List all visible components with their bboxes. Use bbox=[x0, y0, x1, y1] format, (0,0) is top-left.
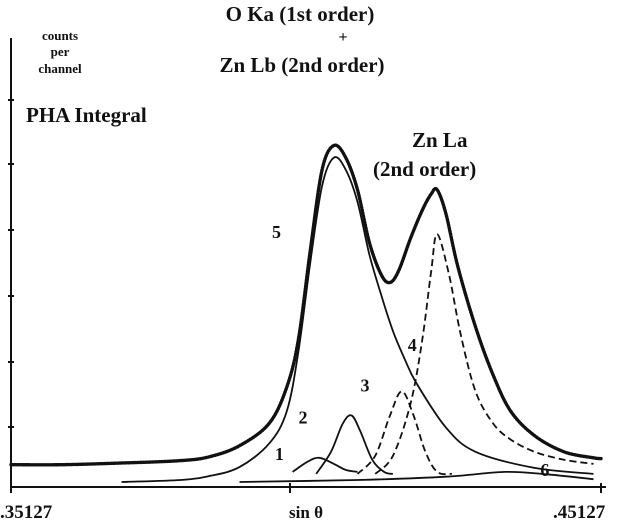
peak-3-line bbox=[356, 390, 453, 476]
ylabel-line-3: channel bbox=[38, 61, 82, 76]
peak-6-line bbox=[239, 470, 594, 483]
x-axis-label: sin θ bbox=[289, 503, 323, 522]
ylabel-line-1: counts bbox=[42, 28, 78, 43]
peak-5-line bbox=[121, 156, 594, 483]
x-tick-label-right: .45127 bbox=[553, 502, 606, 523]
peak-label-2: 2 bbox=[299, 408, 308, 428]
peak-label-6: 6 bbox=[540, 460, 549, 480]
zn-la-label-line-2: (2nd order) bbox=[373, 157, 476, 181]
zn-la-label-line-1: Zn La bbox=[412, 128, 468, 152]
peak-label-3: 3 bbox=[361, 375, 370, 395]
pha-integral-label: PHA Integral bbox=[26, 103, 147, 127]
title-line-1: O Ka (1st order) bbox=[226, 2, 375, 26]
series-layer bbox=[9, 143, 603, 483]
peak-2-line bbox=[315, 414, 394, 475]
x-tick-label-left: .35127 bbox=[0, 502, 53, 523]
peak-4-line bbox=[374, 233, 594, 475]
measured-spectrum-line bbox=[9, 143, 603, 467]
title-line-2: + bbox=[338, 29, 347, 46]
x-ticks bbox=[10, 483, 602, 493]
peak-label-5: 5 bbox=[272, 222, 281, 242]
y-ticks bbox=[8, 99, 14, 428]
title-line-3: Zn Lb (2nd order) bbox=[219, 53, 384, 77]
ylabel-line-2: per bbox=[51, 44, 70, 59]
peak-label-1: 1 bbox=[275, 444, 284, 464]
peak-label-4: 4 bbox=[408, 335, 417, 355]
point-labels-layer: 12 3 4 5 6 bbox=[272, 222, 549, 480]
